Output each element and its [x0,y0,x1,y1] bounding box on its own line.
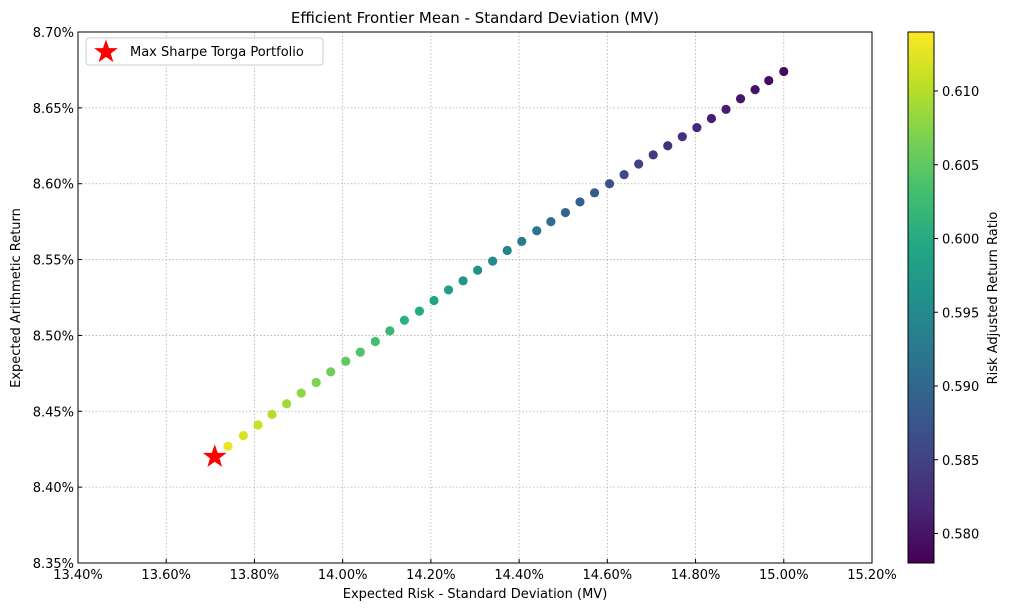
legend-entry-label: Max Sharpe Torga Portfolio [130,45,304,60]
x-axis-ticks: 13.40% 13.60% 13.80% 14.00% 14.20% 14.40% 14.6… [53,559,897,583]
x-tick-label: 13.80% [230,568,280,583]
frontier-point [692,122,702,133]
colorbar-tick-label: 0.595 [942,306,979,321]
x-tick-label: 14.40% [494,568,544,583]
x-tick-label: 14.80% [671,568,721,583]
frontier-point [238,430,249,441]
chart-title: Efficient Frontier Mean - Standard Devia… [291,9,659,27]
frontier-point [355,347,365,357]
x-axis-label: Expected Risk - Standard Deviation (MV) [343,587,608,602]
x-tick-label: 14.60% [583,568,633,583]
y-axis-label: Expected Arithmetic Return [9,208,24,388]
colorbar-tick-label: 0.600 [942,233,979,248]
colorbar: 0.580 0.585 0.590 0.595 0.600 0.605 0.610 Risk… [907,31,1001,564]
legend: Max Sharpe Torga Portfolio [85,37,324,66]
frontier-point [502,245,512,256]
frontier-point [311,377,321,388]
frontier-point [589,188,600,198]
frontier-point [326,367,336,377]
colorbar-gradient [907,31,935,564]
frontier-point [429,295,439,306]
y-tick-label: 8.60% [33,178,74,193]
max-sharpe-star-marker [202,444,227,467]
x-tick-label: 15.00% [759,568,809,583]
frontier-point [267,409,277,419]
colorbar-tick-label: 0.605 [942,159,979,174]
y-tick-label: 8.45% [33,405,74,420]
frontier-point [458,276,468,286]
y-tick-label: 8.55% [33,254,74,269]
x-tick-label: 13.40% [53,568,103,583]
frontier-point [721,104,731,114]
frontier-point [253,420,263,430]
frontier-point [735,94,746,104]
y-tick-label: 8.35% [33,557,74,572]
legend-box [85,37,324,66]
frontier-point [619,170,629,180]
frontier-point [706,113,717,124]
max-sharpe-marker-layer [202,444,227,467]
frontier-point [634,159,644,169]
frontier-point [648,150,658,160]
y-tick-label: 8.40% [33,481,74,496]
frontier-point [473,265,483,275]
colorbar-label: Risk Adjusted Return Ratio [986,212,1001,385]
frontier-point [414,306,425,316]
frontier-point [341,356,351,366]
frontier-point [282,399,292,409]
x-tick-label: 14.20% [406,568,456,583]
scatter-points [223,66,789,451]
colorbar-ticks: 0.580 0.585 0.590 0.595 0.600 0.605 0.610 [934,85,979,543]
frontier-point [296,388,306,398]
y-tick-label: 8.70% [33,26,74,41]
frontier-point [677,132,687,142]
frontier-point [764,75,774,86]
colorbar-tick-label: 0.590 [942,380,979,395]
frontier-point [399,315,410,325]
frontier-point [488,256,498,266]
frontier-point [532,226,542,236]
frontier-point [750,85,760,95]
y-tick-label: 8.50% [33,329,74,344]
frontier-point [370,336,380,347]
frontier-point [223,441,233,451]
y-axis-ticks: 8.35% 8.40% 8.45% 8.50% 8.55% 8.60% 8.65% 8.70% [33,26,82,572]
plot-area-frame [77,31,873,564]
frontier-point [443,285,454,295]
frontier-point [546,217,556,227]
gridlines [78,32,872,563]
frontier-point [385,326,395,336]
y-tick-label: 8.65% [33,102,74,117]
frontier-point [575,197,585,207]
colorbar-tick-label: 0.610 [942,85,979,100]
colorbar-tick-label: 0.580 [942,528,979,543]
frontier-point [604,179,615,189]
colorbar-tick-label: 0.585 [942,454,979,469]
frontier-point [560,207,571,218]
x-tick-label: 15.20% [847,568,897,583]
legend-star-icon [94,39,118,63]
x-tick-label: 14.00% [318,568,368,583]
frontier-point [663,141,673,151]
frontier-point [779,66,789,77]
frontier-point [517,236,527,246]
x-tick-label: 13.60% [141,568,191,583]
